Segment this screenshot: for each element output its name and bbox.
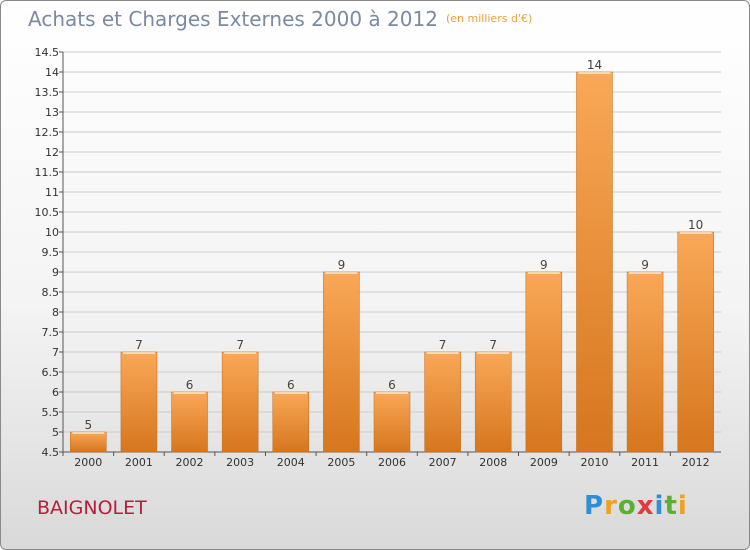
bar — [120, 351, 158, 453]
x-tick-label: 2005 — [327, 456, 355, 469]
logo-letter: t — [664, 491, 678, 521]
y-tick-label: 11 — [45, 186, 59, 199]
data-label: 5 — [84, 418, 92, 432]
proxiti-logo: Proxiti — [584, 491, 688, 521]
y-tick-label: 9 — [52, 266, 59, 279]
chart-title: Achats et Charges Externes 2000 à 2012 (e… — [28, 7, 532, 31]
y-tick-label: 4.5 — [42, 446, 60, 459]
bar-highlight — [274, 392, 307, 394]
x-tick-label: 2003 — [226, 456, 254, 469]
x-tick-label: 2006 — [378, 456, 406, 469]
bar — [323, 271, 360, 453]
y-tick-label: 12.5 — [35, 126, 60, 139]
data-label: 10 — [688, 218, 703, 232]
y-tick-label: 10.5 — [35, 206, 60, 219]
bar — [70, 431, 107, 453]
y-tick-label: 6 — [52, 386, 59, 399]
x-tick-label: 2000 — [74, 456, 102, 469]
y-tick-label: 13 — [45, 106, 59, 119]
bar-highlight — [72, 432, 105, 434]
chart-subtitle: (en milliers d'€) — [445, 12, 533, 25]
y-tick-label: 14.5 — [35, 46, 60, 59]
x-tick-label: 2009 — [530, 456, 558, 469]
x-tick-label: 2004 — [277, 456, 305, 469]
bar-highlight — [325, 272, 358, 274]
x-tick-label: 2012 — [682, 456, 710, 469]
bar — [626, 271, 664, 453]
chart-title-text: Achats et Charges Externes 2000 à 2012 — [28, 7, 438, 31]
y-tick-label: 11.5 — [35, 166, 60, 179]
bar-highlight — [477, 352, 510, 354]
bar-highlight — [426, 352, 459, 354]
y-tick-label: 14 — [45, 66, 59, 79]
logo-letter: o — [617, 491, 637, 521]
data-label: 9 — [641, 258, 649, 272]
data-label: 6 — [186, 378, 194, 392]
bar-highlight — [578, 72, 611, 74]
y-tick-label: 7 — [52, 346, 59, 359]
data-label: 14 — [587, 58, 602, 72]
logo-letter: i — [677, 491, 688, 521]
y-tick-label: 13.5 — [35, 86, 60, 99]
bar-highlight — [679, 232, 712, 234]
logo-letter: x — [636, 491, 655, 521]
y-tick-label: 5.5 — [42, 406, 60, 419]
logo-letter: r — [604, 491, 618, 521]
y-tick-label: 9.5 — [42, 246, 60, 259]
bar — [576, 71, 613, 453]
logo-letter: P — [584, 491, 605, 521]
bar-highlight — [173, 392, 206, 394]
x-tick-label: 2011 — [631, 456, 659, 469]
bar — [171, 391, 208, 453]
bar-highlight — [122, 352, 155, 354]
data-label: 7 — [236, 338, 244, 352]
y-tick-label: 8.5 — [42, 286, 60, 299]
y-tick-label: 7.5 — [42, 326, 60, 339]
data-label: 9 — [540, 258, 548, 272]
bar-highlight — [224, 352, 257, 354]
x-tick-label: 2010 — [580, 456, 608, 469]
x-tick-label: 2008 — [479, 456, 507, 469]
bar — [221, 351, 259, 453]
bar-highlight — [629, 272, 662, 274]
city-label: BAIGNOLET — [37, 497, 147, 519]
data-label: 7 — [135, 338, 143, 352]
y-tick-label: 12 — [45, 146, 59, 159]
x-tick-label: 2007 — [429, 456, 457, 469]
data-label: 7 — [489, 338, 497, 352]
bar — [424, 351, 461, 453]
bar — [272, 391, 310, 453]
data-label: 6 — [287, 378, 295, 392]
bar — [525, 271, 563, 453]
y-tick-label: 10 — [45, 226, 59, 239]
y-tick-label: 5 — [52, 426, 59, 439]
bar — [373, 391, 411, 453]
data-label: 6 — [388, 378, 396, 392]
bar-highlight — [376, 392, 408, 394]
y-tick-label: 6.5 — [42, 366, 60, 379]
data-label: 9 — [338, 258, 346, 272]
bar — [677, 231, 714, 453]
data-label: 7 — [439, 338, 447, 352]
bar — [474, 351, 512, 453]
x-tick-label: 2001 — [125, 456, 153, 469]
logo-letter: i — [654, 491, 665, 521]
y-tick-label: 8 — [52, 306, 59, 319]
bar-highlight — [527, 272, 560, 274]
x-tick-label: 2002 — [176, 456, 204, 469]
